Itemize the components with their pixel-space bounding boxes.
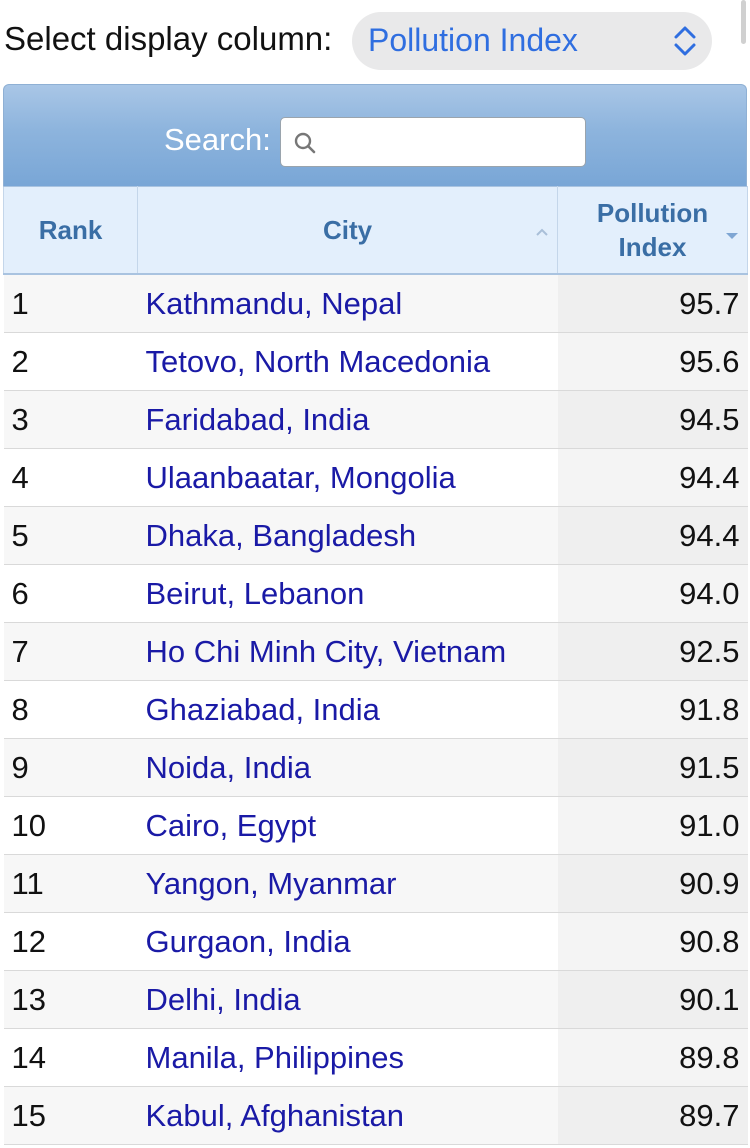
rank-cell: 3 (3, 390, 138, 449)
city-link[interactable]: Ho Chi Minh City, Vietnam (145, 633, 507, 669)
search-input[interactable] (280, 117, 586, 167)
table-row: 13 Delhi, India 90.1 (3, 970, 748, 1029)
table-row: 3 Faridabad, India 94.5 (3, 390, 748, 449)
rank-cell: 5 (3, 506, 138, 565)
city-link[interactable]: Noida, India (145, 749, 311, 785)
select-column-label: Select display column: (4, 20, 333, 57)
pollution-index-cell: 90.1 (557, 970, 748, 1029)
search-icon (294, 132, 316, 154)
city-link[interactable]: Dhaka, Bangladesh (145, 517, 417, 553)
city-link[interactable]: Cairo, Egypt (145, 807, 317, 843)
table-row: 14 Manila, Philippines 89.8 (3, 1028, 748, 1087)
table-body: 1 Kathmandu, Nepal 95.7 2 Tetovo, North Mace… (3, 274, 748, 1145)
city-cell: Faridabad, India (137, 390, 558, 449)
city-link[interactable]: Tetovo, North Macedonia (145, 343, 491, 379)
city-cell: Gurgaon, India (137, 912, 558, 971)
header-value-label-line2: Index (618, 232, 687, 262)
header-pollution-index[interactable]: Pollution Index (557, 186, 748, 275)
rank-cell: 4 (3, 448, 138, 507)
city-cell: Ulaanbaatar, Mongolia (137, 448, 558, 507)
pollution-index-cell: 91.5 (557, 738, 748, 797)
rank-cell: 2 (3, 332, 138, 391)
city-link[interactable]: Manila, Philippines (145, 1039, 404, 1075)
city-cell: Noida, India (137, 738, 558, 797)
city-link[interactable]: Ghaziabad, India (145, 691, 380, 727)
city-link[interactable]: Kabul, Afghanistan (145, 1097, 405, 1133)
city-link[interactable]: Kathmandu, Nepal (145, 285, 403, 321)
pollution-index-cell: 90.8 (557, 912, 748, 971)
table-row: 4 Ulaanbaatar, Mongolia 94.4 (3, 448, 748, 507)
pollution-index-cell: 90.9 (557, 854, 748, 913)
table-row: 1 Kathmandu, Nepal 95.7 (3, 274, 748, 333)
column-select-value: Pollution Index (368, 22, 578, 58)
city-link[interactable]: Gurgaon, India (145, 923, 351, 959)
table-row: 9 Noida, India 91.5 (3, 738, 748, 797)
pollution-index-cell: 89.7 (557, 1086, 748, 1145)
rank-cell: 6 (3, 564, 138, 623)
city-cell: Yangon, Myanmar (137, 854, 558, 913)
search-panel: Search: (3, 84, 747, 186)
pollution-index-cell: 89.8 (557, 1028, 748, 1087)
chevron-up-down-icon (674, 26, 696, 56)
pollution-index-cell: 92.5 (557, 622, 748, 681)
pollution-index-cell: 91.8 (557, 680, 748, 739)
header-city[interactable]: City (137, 186, 558, 275)
rank-cell: 1 (3, 274, 138, 333)
city-link[interactable]: Beirut, Lebanon (145, 575, 365, 611)
pollution-index-cell: 94.4 (557, 506, 748, 565)
city-link[interactable]: Faridabad, India (145, 401, 370, 437)
table-row: 7 Ho Chi Minh City, Vietnam 92.5 (3, 622, 748, 681)
city-cell: Beirut, Lebanon (137, 564, 558, 623)
scrollbar[interactable] (741, 0, 746, 44)
column-select[interactable]: Pollution Index (352, 12, 712, 70)
table-row: 12 Gurgaon, India 90.8 (3, 912, 748, 971)
header-value-label-line1: Pollution (596, 198, 709, 228)
city-cell: Tetovo, North Macedonia (137, 332, 558, 391)
column-selector-row: Select display column: Pollution Index (0, 0, 750, 84)
city-cell: Kabul, Afghanistan (137, 1086, 558, 1145)
city-link[interactable]: Delhi, India (145, 981, 301, 1017)
city-link[interactable]: Yangon, Myanmar (145, 865, 397, 901)
table-row: 5 Dhaka, Bangladesh 94.4 (3, 506, 748, 565)
table-row: 6 Beirut, Lebanon 94.0 (3, 564, 748, 623)
header-rank-label: Rank (38, 215, 103, 245)
sort-ascending-icon (536, 228, 548, 236)
pollution-index-cell: 94.0 (557, 564, 748, 623)
rank-cell: 13 (3, 970, 138, 1029)
rank-cell: 10 (3, 796, 138, 855)
city-cell: Manila, Philippines (137, 1028, 558, 1087)
table-row: 2 Tetovo, North Macedonia 95.6 (3, 332, 748, 391)
pollution-index-cell: 94.4 (557, 448, 748, 507)
table-header-row: Rank City Pollution Index (3, 186, 748, 275)
city-cell: Delhi, India (137, 970, 558, 1029)
table-row: 11 Yangon, Myanmar 90.9 (3, 854, 748, 913)
sort-descending-icon (726, 233, 738, 239)
rank-cell: 9 (3, 738, 138, 797)
pollution-table: Rank City Pollution Index 1 Kathmandu, N (3, 186, 748, 1145)
city-cell: Cairo, Egypt (137, 796, 558, 855)
table-row: 15 Kabul, Afghanistan 89.7 (3, 1086, 748, 1145)
rank-cell: 14 (3, 1028, 138, 1087)
city-cell: Ho Chi Minh City, Vietnam (137, 622, 558, 681)
pollution-index-cell: 94.5 (557, 390, 748, 449)
pollution-index-cell: 91.0 (557, 796, 748, 855)
city-cell: Ghaziabad, India (137, 680, 558, 739)
rank-cell: 8 (3, 680, 138, 739)
pollution-index-cell: 95.7 (557, 274, 748, 333)
city-cell: Dhaka, Bangladesh (137, 506, 558, 565)
rank-cell: 15 (3, 1086, 138, 1145)
rank-cell: 12 (3, 912, 138, 971)
rank-cell: 7 (3, 622, 138, 681)
rank-cell: 11 (3, 854, 138, 913)
header-city-label: City (322, 215, 373, 245)
table-row: 10 Cairo, Egypt 91.0 (3, 796, 748, 855)
table-row: 8 Ghaziabad, India 91.8 (3, 680, 748, 739)
header-rank[interactable]: Rank (3, 186, 138, 275)
pollution-index-cell: 95.6 (557, 332, 748, 391)
search-label: Search: (164, 122, 271, 157)
city-link[interactable]: Ulaanbaatar, Mongolia (145, 459, 456, 495)
city-cell: Kathmandu, Nepal (137, 274, 558, 333)
